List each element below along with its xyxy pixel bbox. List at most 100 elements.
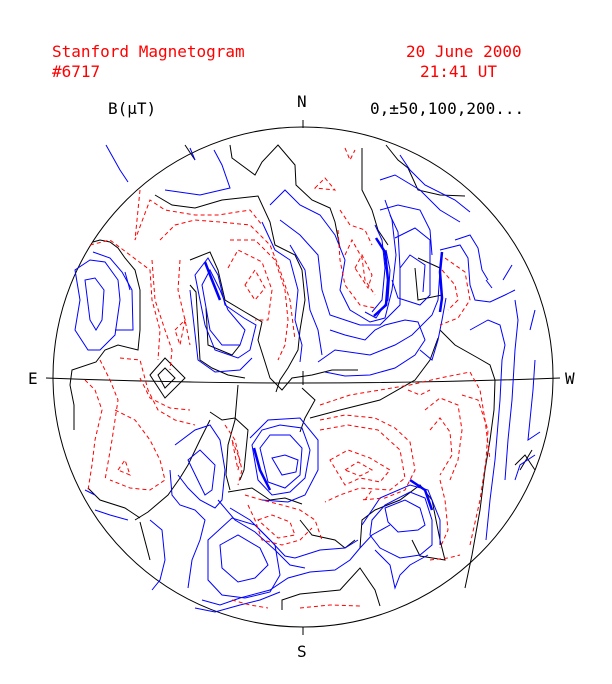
negative-contour bbox=[244, 494, 323, 541]
compass-east: E bbox=[28, 369, 38, 388]
neutral-line bbox=[229, 144, 341, 249]
magnetogram-number: #6717 bbox=[52, 62, 101, 81]
negative-contour bbox=[337, 229, 376, 309]
positive-contour bbox=[124, 271, 131, 291]
field-unit-label: B(μT) bbox=[108, 99, 157, 118]
negative-contour bbox=[319, 414, 416, 501]
negative-contour bbox=[343, 461, 374, 477]
positive-contour bbox=[217, 499, 306, 569]
negative-contour bbox=[407, 389, 431, 396]
negative-contour bbox=[99, 359, 119, 481]
positive-contour bbox=[379, 204, 433, 256]
negative-contour bbox=[244, 269, 266, 301]
positive-contour bbox=[261, 221, 303, 363]
neutral-line bbox=[139, 521, 151, 561]
magnetogram-title: Stanford Magnetogram bbox=[52, 42, 245, 61]
negative-contour bbox=[84, 379, 103, 491]
neutral-line bbox=[361, 148, 389, 246]
observation-date: 20 June 2000 bbox=[406, 42, 522, 61]
positive-contour bbox=[469, 319, 506, 541]
neutral-line bbox=[189, 284, 246, 379]
positive-contour bbox=[504, 299, 519, 481]
strong-contour bbox=[252, 447, 272, 491]
negative-contour bbox=[89, 239, 161, 361]
negative-contour bbox=[117, 458, 131, 476]
negative-contour bbox=[441, 269, 459, 311]
negative-contour bbox=[177, 259, 191, 346]
neutral-line bbox=[134, 419, 211, 521]
positive-contour bbox=[361, 484, 441, 545]
neutral-line bbox=[299, 519, 356, 549]
negative-contour bbox=[230, 239, 289, 361]
positive-contour bbox=[94, 509, 129, 521]
positive-contour bbox=[271, 454, 299, 476]
negative-contour bbox=[424, 397, 463, 481]
negative-contour bbox=[119, 357, 196, 426]
neutral-line bbox=[519, 449, 533, 471]
negative-contour bbox=[461, 394, 489, 546]
negative-contour bbox=[313, 177, 337, 191]
positive-contour bbox=[207, 517, 281, 599]
neutral-line bbox=[514, 454, 536, 471]
negative-contour bbox=[299, 604, 361, 609]
negative-contour bbox=[344, 147, 356, 162]
positive-contour bbox=[74, 259, 121, 351]
positive-contour bbox=[194, 591, 281, 613]
positive-contour bbox=[189, 147, 196, 161]
neutral-line bbox=[385, 144, 466, 197]
positive-contour bbox=[251, 424, 311, 496]
positive-contour bbox=[149, 519, 166, 591]
positive-contour bbox=[419, 297, 447, 361]
negative-contour bbox=[354, 253, 373, 290]
strong-contour bbox=[203, 261, 222, 301]
neutral-line bbox=[205, 307, 241, 356]
positive-contour bbox=[92, 251, 134, 331]
positive-contour bbox=[169, 469, 206, 589]
neutral-line bbox=[299, 387, 316, 433]
negative-contours bbox=[84, 147, 491, 609]
negative-contour bbox=[151, 259, 173, 371]
positive-contour bbox=[317, 269, 441, 363]
neutral-line bbox=[209, 411, 249, 481]
positive-contour bbox=[164, 149, 231, 196]
negative-contour bbox=[224, 424, 243, 486]
negative-contour bbox=[231, 599, 269, 609]
positive-contour bbox=[259, 434, 303, 489]
positive-contour bbox=[529, 309, 536, 331]
positive-contour bbox=[485, 279, 493, 289]
neutral-line bbox=[184, 144, 196, 161]
negative-contour bbox=[439, 257, 471, 326]
strong-contour bbox=[438, 251, 444, 313]
contour-levels-label: 0,±50,100,200... bbox=[370, 99, 525, 118]
positive-contour bbox=[189, 289, 253, 373]
positive-contour bbox=[194, 257, 257, 359]
positive-contour bbox=[269, 189, 397, 323]
negative-contour bbox=[159, 219, 296, 341]
positive-contour bbox=[187, 449, 216, 496]
compass-south: S bbox=[297, 642, 307, 661]
negative-contour bbox=[429, 417, 453, 476]
neutral-line bbox=[439, 329, 496, 589]
positive-contour bbox=[105, 144, 129, 183]
neutral-lines bbox=[69, 144, 536, 610]
positive-contour bbox=[174, 424, 226, 509]
neutral-line bbox=[281, 567, 381, 610]
negative-contour bbox=[139, 377, 191, 411]
negative-contour bbox=[339, 209, 373, 246]
negative-contour bbox=[439, 479, 449, 549]
positive-contour bbox=[324, 319, 426, 377]
observation-time: 21:41 UT bbox=[420, 62, 498, 81]
positive-contour bbox=[219, 534, 269, 583]
neutral-line bbox=[154, 194, 306, 393]
positive-contour bbox=[84, 489, 96, 496]
positive-contour bbox=[201, 524, 391, 606]
positive-contour bbox=[391, 227, 431, 306]
negative-contour bbox=[109, 409, 166, 491]
positive-contour bbox=[399, 154, 471, 213]
negative-contour bbox=[257, 514, 296, 539]
positive-contour bbox=[369, 491, 433, 559]
negative-contour bbox=[134, 189, 263, 241]
neutral-line bbox=[189, 251, 358, 391]
positive-contours bbox=[74, 144, 541, 613]
negative-contour bbox=[344, 238, 376, 296]
